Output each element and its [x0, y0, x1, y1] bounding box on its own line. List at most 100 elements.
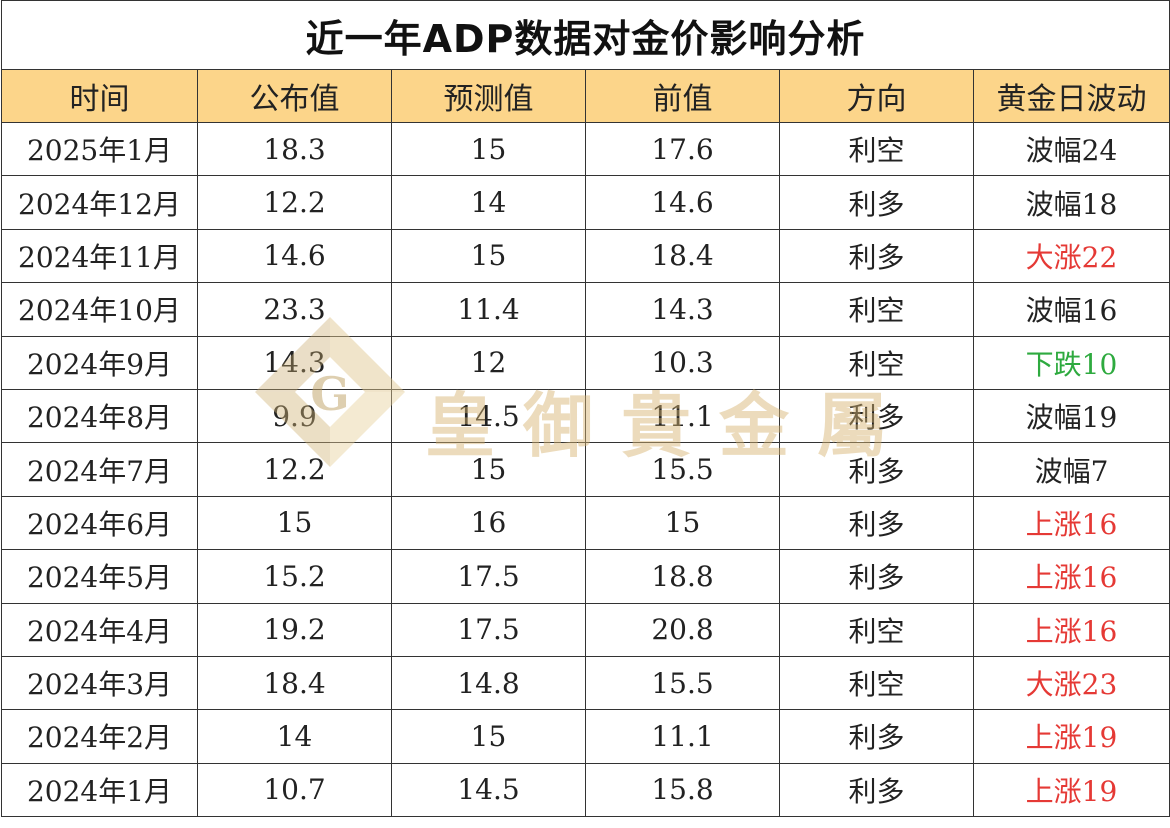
cell-time: 2024年6月: [1, 495, 198, 551]
cell-actual: 12.2: [197, 442, 392, 497]
cell-forecast: 16: [391, 495, 586, 551]
cell-forecast: 14.5: [391, 388, 586, 444]
cell-gold-move: 波幅24: [973, 121, 1170, 177]
cell-gold-move: 上涨19: [973, 709, 1170, 764]
cell-actual: 18.4: [197, 655, 392, 711]
table-row: 2024年7月 12.2 15 15.5 利多 波幅7: [1, 442, 1170, 497]
cell-previous: 20.8: [585, 602, 780, 657]
cell-previous: 11.1: [585, 709, 780, 764]
cell-gold-move: 大涨23: [973, 655, 1170, 711]
cell-actual: 12.2: [197, 175, 392, 230]
cell-actual: 14: [197, 709, 392, 764]
cell-time: 2024年9月: [1, 335, 198, 390]
cell-actual: 23.3: [197, 282, 392, 337]
cell-previous: 11.1: [585, 388, 780, 444]
cell-direction: 利多: [779, 762, 974, 818]
cell-previous: 18.8: [585, 549, 780, 604]
header-row: 时间 公布值 预测值 前值 方向 黄金日波动: [1, 69, 1170, 123]
cell-forecast: 15: [391, 442, 586, 497]
table-row: 2024年11月 14.6 15 18.4 利多 大涨22: [1, 228, 1170, 284]
cell-time: 2024年8月: [1, 388, 198, 444]
cell-actual: 14.3: [197, 335, 392, 390]
table-row: 2024年3月 18.4 14.8 15.5 利空 大涨23: [1, 655, 1170, 711]
table-row: 2024年12月 12.2 14 14.6 利多 波幅18: [1, 175, 1170, 230]
column-header-gold-move: 黄金日波动: [973, 69, 1170, 123]
cell-time: 2024年4月: [1, 602, 198, 657]
cell-gold-move: 下跌10: [973, 335, 1170, 390]
cell-previous: 15.8: [585, 762, 780, 818]
cell-forecast: 14.5: [391, 762, 586, 818]
cell-forecast: 15: [391, 709, 586, 764]
cell-gold-move: 上涨16: [973, 495, 1170, 551]
cell-previous: 14.6: [585, 175, 780, 230]
cell-actual: 19.2: [197, 602, 392, 657]
cell-previous: 15.5: [585, 442, 780, 497]
table-row: 2024年6月 15 16 15 利多 上涨16: [1, 495, 1170, 551]
cell-forecast: 11.4: [391, 282, 586, 337]
cell-direction: 利多: [779, 709, 974, 764]
cell-gold-move: 波幅7: [973, 442, 1170, 497]
table-row: 2024年9月 14.3 12 10.3 利空 下跌10: [1, 335, 1170, 390]
cell-time: 2024年12月: [1, 175, 198, 230]
cell-gold-move: 波幅18: [973, 175, 1170, 230]
cell-previous: 17.6: [585, 121, 780, 177]
cell-gold-move: 上涨16: [973, 602, 1170, 657]
cell-previous: 15: [585, 495, 780, 551]
cell-previous: 18.4: [585, 228, 780, 284]
cell-time: 2024年5月: [1, 549, 198, 604]
column-header-direction: 方向: [779, 69, 974, 123]
table-row: 2024年8月 9.9 14.5 11.1 利多 波幅19: [1, 388, 1170, 444]
table-title: 近一年ADP数据对金价影响分析: [1, 0, 1170, 70]
cell-forecast: 15: [391, 228, 586, 284]
table-row: 2024年4月 19.2 17.5 20.8 利空 上涨16: [1, 602, 1170, 657]
cell-direction: 利空: [779, 121, 974, 177]
cell-forecast: 17.5: [391, 549, 586, 604]
cell-gold-move: 波幅19: [973, 388, 1170, 444]
cell-previous: 14.3: [585, 282, 780, 337]
cell-forecast: 17.5: [391, 602, 586, 657]
cell-direction: 利空: [779, 282, 974, 337]
cell-gold-move: 上涨16: [973, 549, 1170, 604]
cell-time: 2024年1月: [1, 762, 198, 818]
cell-forecast: 15: [391, 121, 586, 177]
cell-actual: 9.9: [197, 388, 392, 444]
cell-actual: 10.7: [197, 762, 392, 818]
cell-gold-move: 大涨22: [973, 228, 1170, 284]
cell-forecast: 14.8: [391, 655, 586, 711]
cell-gold-move: 上涨19: [973, 762, 1170, 818]
cell-gold-move: 波幅16: [973, 282, 1170, 337]
cell-previous: 10.3: [585, 335, 780, 390]
cell-direction: 利多: [779, 388, 974, 444]
cell-time: 2024年2月: [1, 709, 198, 764]
cell-direction: 利空: [779, 335, 974, 390]
table-row: 2024年2月 14 15 11.1 利多 上涨19: [1, 709, 1170, 764]
column-header-previous: 前值: [585, 69, 780, 123]
cell-time: 2024年11月: [1, 228, 198, 284]
column-header-forecast: 预测值: [391, 69, 586, 123]
cell-direction: 利空: [779, 655, 974, 711]
cell-actual: 14.6: [197, 228, 392, 284]
cell-direction: 利多: [779, 549, 974, 604]
column-header-time: 时间: [1, 69, 198, 123]
column-header-actual: 公布值: [197, 69, 392, 123]
table-row: 2025年1月 18.3 15 17.6 利空 波幅24: [1, 121, 1170, 177]
cell-direction: 利多: [779, 442, 974, 497]
cell-direction: 利多: [779, 228, 974, 284]
cell-direction: 利空: [779, 602, 974, 657]
cell-direction: 利多: [779, 495, 974, 551]
table-row: 2024年5月 15.2 17.5 18.8 利多 上涨16: [1, 549, 1170, 604]
cell-direction: 利多: [779, 175, 974, 230]
table-body: 2025年1月 18.3 15 17.6 利空 波幅24 2024年12月 12.2 14 14.…: [1, 121, 1170, 818]
table-row: 2024年1月 10.7 14.5 15.8 利多 上涨19: [1, 762, 1170, 818]
cell-actual: 15.2: [197, 549, 392, 604]
cell-actual: 15: [197, 495, 392, 551]
cell-time: 2025年1月: [1, 121, 198, 177]
cell-time: 2024年7月: [1, 442, 198, 497]
cell-forecast: 12: [391, 335, 586, 390]
table-row: 2024年10月 23.3 11.4 14.3 利空 波幅16: [1, 282, 1170, 337]
cell-time: 2024年3月: [1, 655, 198, 711]
cell-previous: 15.5: [585, 655, 780, 711]
cell-actual: 18.3: [197, 121, 392, 177]
